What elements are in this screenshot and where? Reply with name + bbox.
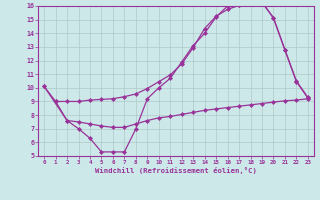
X-axis label: Windchill (Refroidissement éolien,°C): Windchill (Refroidissement éolien,°C) [95,167,257,174]
